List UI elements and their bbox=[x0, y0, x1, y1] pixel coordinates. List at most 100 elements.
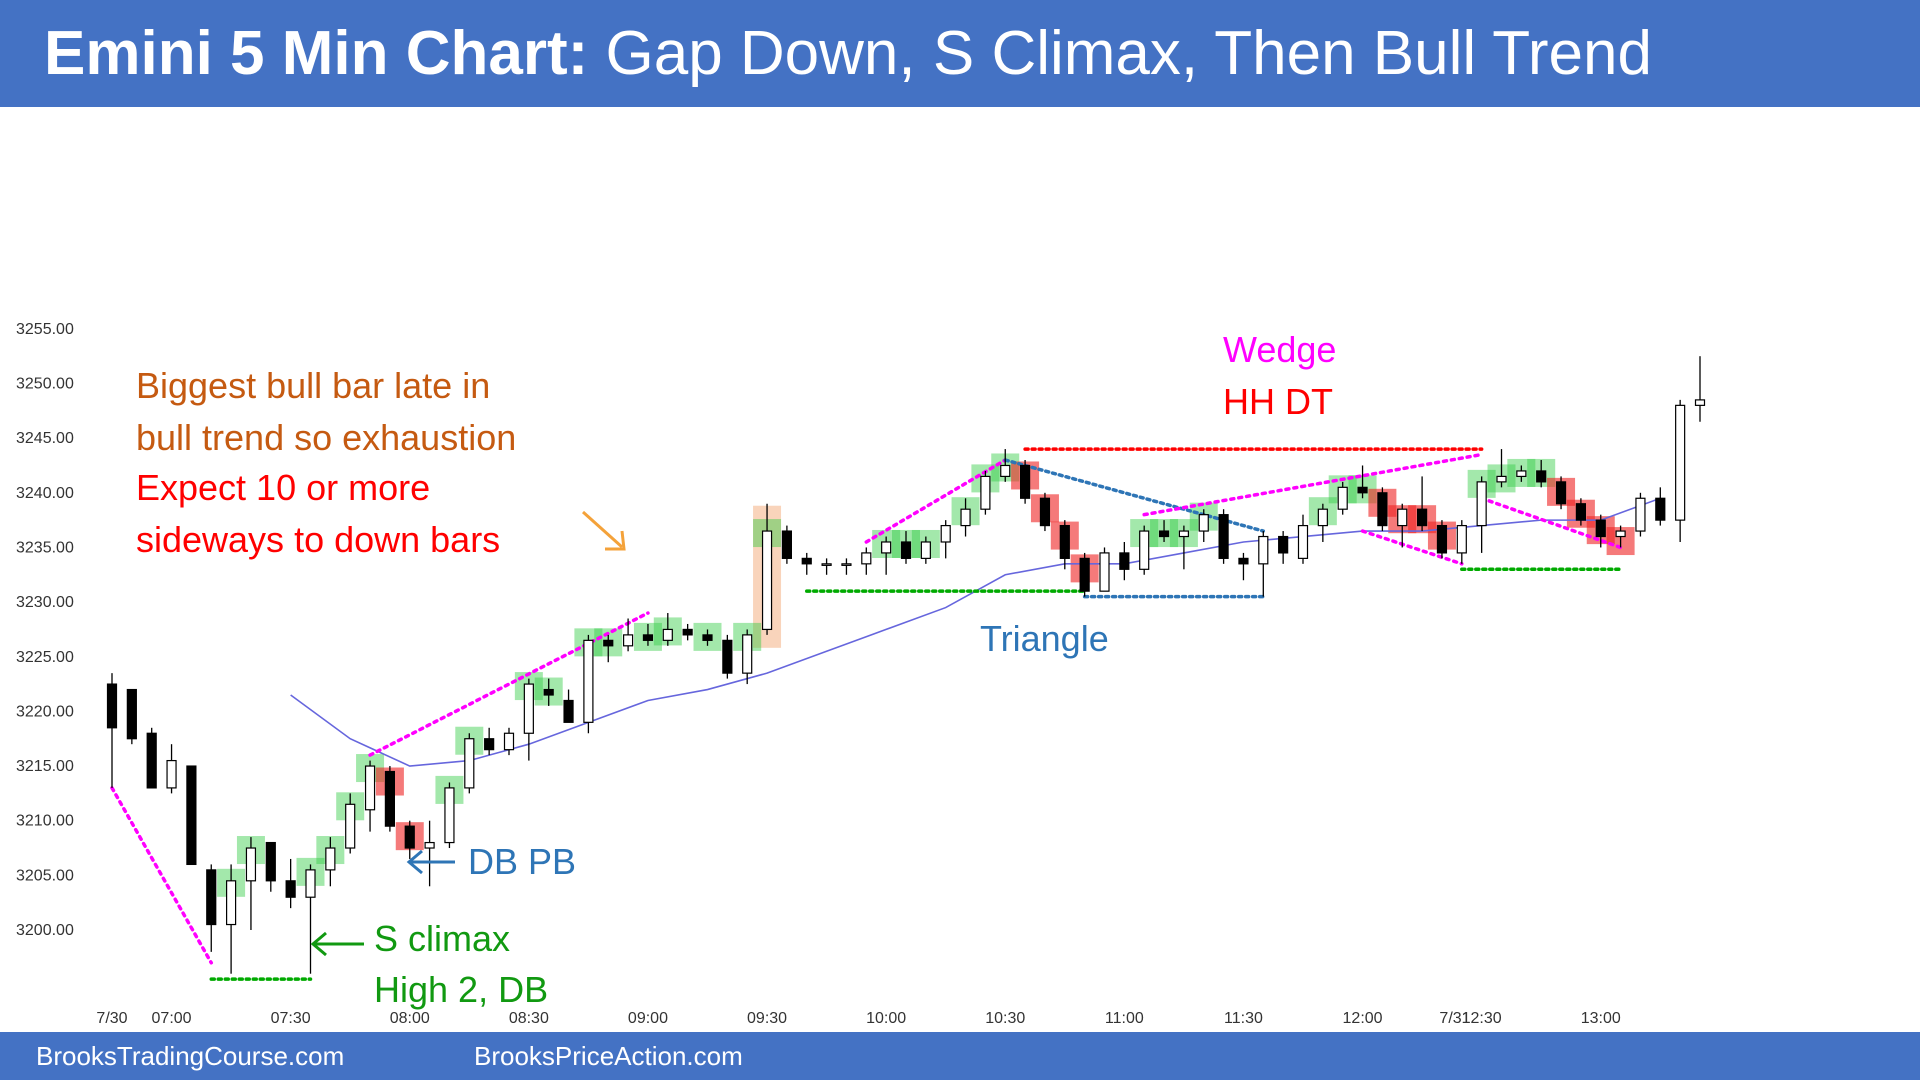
y-tick-label: 3200.00 bbox=[16, 922, 74, 939]
bull-candle bbox=[1178, 530, 1190, 538]
x-tick-label: 08:00 bbox=[390, 1010, 430, 1027]
bull-candle bbox=[1099, 552, 1110, 592]
candle-layer bbox=[106, 356, 1706, 974]
annotation-layer: Biggest bull bar late in bull trend so e… bbox=[136, 329, 1336, 1010]
bull-candle bbox=[841, 563, 852, 566]
bull-candle bbox=[1198, 514, 1209, 532]
upper-bull-line bbox=[864, 458, 1007, 544]
wedge-label: Wedge bbox=[1223, 329, 1336, 370]
bear-candle bbox=[1119, 552, 1130, 570]
bull-candle bbox=[1000, 464, 1011, 478]
x-tick-label: 11:00 bbox=[1105, 1010, 1144, 1027]
y-tick-label: 3215.00 bbox=[16, 758, 74, 775]
x-tick-label: 7/30 bbox=[96, 1010, 127, 1027]
x-tick-label: 08:30 bbox=[509, 1010, 549, 1027]
bear-candle bbox=[186, 765, 197, 866]
bear-candle bbox=[285, 880, 296, 898]
bear-candle bbox=[1079, 557, 1090, 592]
bear-candle bbox=[1238, 557, 1249, 565]
footer-bar: BrooksTradingCourse.com BrooksPriceActio… bbox=[0, 1032, 1920, 1080]
bear-candle bbox=[484, 738, 495, 751]
bear-candle bbox=[642, 634, 654, 641]
bear-candle bbox=[1595, 519, 1606, 538]
blue-left-arrow-head bbox=[406, 849, 423, 875]
bull-candle bbox=[881, 541, 892, 554]
title-rest: Gap Down, S Climax, Then Bull Trend bbox=[588, 19, 1652, 88]
y-tick-label: 3210.00 bbox=[16, 813, 74, 830]
wedge-low-line bbox=[1360, 529, 1464, 566]
hh-dt-label: HH DT bbox=[1223, 381, 1333, 422]
footer-link-trading-course[interactable]: BrooksTradingCourse.com bbox=[36, 1041, 345, 1071]
bull-candle bbox=[345, 803, 356, 849]
bull-candle bbox=[960, 508, 971, 527]
bull-candle bbox=[1337, 486, 1348, 510]
bull-candle bbox=[464, 738, 475, 789]
bear-candle bbox=[722, 639, 733, 674]
bull-candle bbox=[622, 634, 634, 647]
exhaustion-text-2: bull trend so exhaustion bbox=[136, 417, 516, 458]
x-tick-label: 13:00 bbox=[1581, 1010, 1621, 1027]
bull-candle bbox=[1258, 535, 1269, 565]
title-bar: Emini 5 Min Chart: Gap Down, S Climax, T… bbox=[0, 0, 1920, 107]
bull-candle bbox=[761, 530, 773, 631]
db-pb-label: DB PB bbox=[468, 841, 576, 882]
bear-candle bbox=[702, 634, 713, 641]
y-tick-label: 3225.00 bbox=[16, 649, 74, 666]
wedge-start-line bbox=[110, 786, 213, 965]
bull-candle bbox=[821, 563, 832, 566]
bull-candle bbox=[1139, 530, 1150, 570]
bear-candle bbox=[106, 683, 118, 729]
bull-candle bbox=[325, 847, 336, 871]
bear-candle bbox=[1158, 530, 1170, 538]
x-axis: 7/30 07:00 07:30 08:00 08:30 09:00 09:30 10:00 1… bbox=[96, 1010, 1620, 1027]
y-tick-label: 3235.00 bbox=[16, 539, 74, 556]
y-tick-label: 3245.00 bbox=[16, 430, 74, 447]
bear-candle bbox=[1278, 535, 1289, 554]
bull-candle bbox=[1317, 508, 1328, 527]
bear-candle bbox=[781, 530, 793, 559]
bear-candle bbox=[1377, 492, 1388, 527]
bear-candle bbox=[1555, 481, 1567, 505]
title-bold: Emini 5 Min Chart: bbox=[44, 19, 589, 88]
bear-candle bbox=[682, 628, 693, 636]
bear-candle bbox=[126, 688, 137, 740]
x-tick-label: 11:30 bbox=[1224, 1010, 1263, 1027]
x-tick-label: 10:30 bbox=[985, 1010, 1025, 1027]
x-tick-label: 07:00 bbox=[152, 1010, 192, 1027]
page-title: Emini 5 Min Chart: Gap Down, S Climax, T… bbox=[44, 18, 1652, 89]
bull-candle bbox=[1476, 481, 1487, 527]
bear-candle bbox=[384, 770, 395, 827]
footer-link-price-action[interactable]: BrooksPriceAction.com bbox=[474, 1041, 743, 1071]
bear-candle bbox=[543, 688, 554, 696]
bull-candle bbox=[1615, 530, 1626, 538]
bear-candle bbox=[563, 699, 574, 723]
bear-candle bbox=[1536, 470, 1547, 483]
bull-candle bbox=[364, 765, 376, 811]
y-tick-label: 3250.00 bbox=[16, 376, 74, 393]
bear-candle bbox=[206, 869, 217, 926]
bear-candle bbox=[1019, 464, 1031, 499]
bull-candle bbox=[523, 683, 534, 734]
y-tick-label: 3240.00 bbox=[16, 485, 74, 502]
y-tick-label: 3255.00 bbox=[16, 321, 74, 338]
bull-candle bbox=[742, 634, 753, 674]
bear-candle bbox=[1059, 524, 1070, 559]
x-tick-label: 09:00 bbox=[628, 1010, 668, 1027]
x-tick-label: 10:00 bbox=[866, 1010, 906, 1027]
bull-candle bbox=[583, 639, 594, 723]
triangle-label: Triangle bbox=[980, 618, 1109, 659]
bull-candle bbox=[980, 475, 991, 510]
expect-text-1: Expect 10 or more bbox=[136, 467, 430, 508]
bear-candle bbox=[900, 541, 912, 559]
bear-candle bbox=[1218, 514, 1229, 559]
trendline-layer bbox=[110, 447, 1623, 981]
bear-candle bbox=[1575, 503, 1587, 521]
bull-candle bbox=[1516, 470, 1527, 478]
bear-candle bbox=[1416, 508, 1428, 527]
wedge-line bbox=[1142, 452, 1484, 517]
x-tick-label: 09:30 bbox=[747, 1010, 787, 1027]
bull-candle bbox=[245, 847, 257, 882]
bull-candle bbox=[1675, 404, 1686, 521]
late-magenta-line bbox=[1479, 496, 1623, 550]
bull-candle bbox=[226, 880, 237, 926]
